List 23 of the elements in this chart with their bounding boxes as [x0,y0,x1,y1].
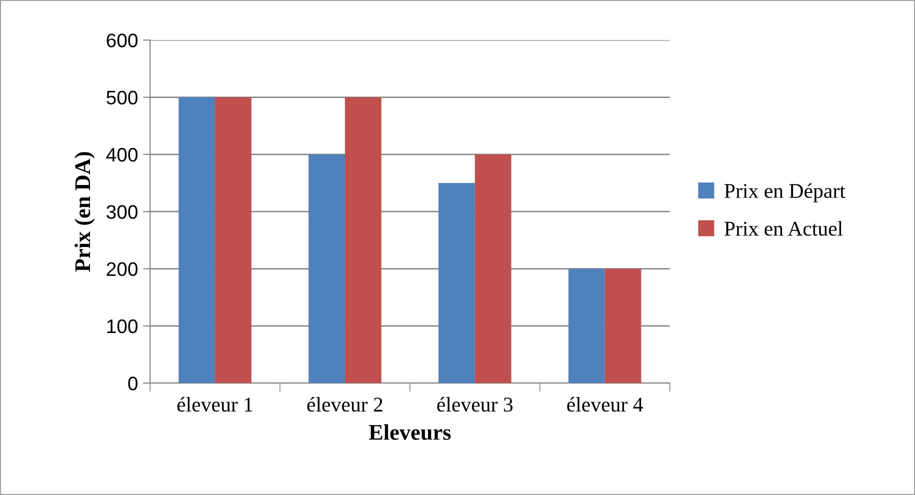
bar [568,268,605,384]
y-tick-label: 300 [106,205,138,219]
bar [474,154,512,384]
x-axis-title: Eleveurs [368,424,451,440]
x-tick-label: éleveur 3 [437,396,513,412]
y-tick-label: 200 [106,262,138,276]
bar [604,268,642,384]
x-tick-label: éleveur 4 [567,396,643,412]
y-tick-label: 500 [106,90,138,105]
legend-label: Prix en Actuel [724,221,843,236]
bar [178,97,216,384]
y-tick-label: 600 [106,34,138,48]
x-tick-label: éleveur 2 [307,396,382,412]
y-axis-title: Prix (en DA) [74,152,95,272]
bar [308,154,345,384]
y-tick-label: 0 [128,376,138,390]
y-tick-label: 400 [106,148,138,162]
bar [215,97,252,384]
legend-label: Prix en Départ [724,183,846,202]
bar [344,97,382,384]
bar [438,183,475,384]
x-tick-label: éleveur 1 [177,396,252,412]
y-tick-label: 100 [107,319,138,334]
